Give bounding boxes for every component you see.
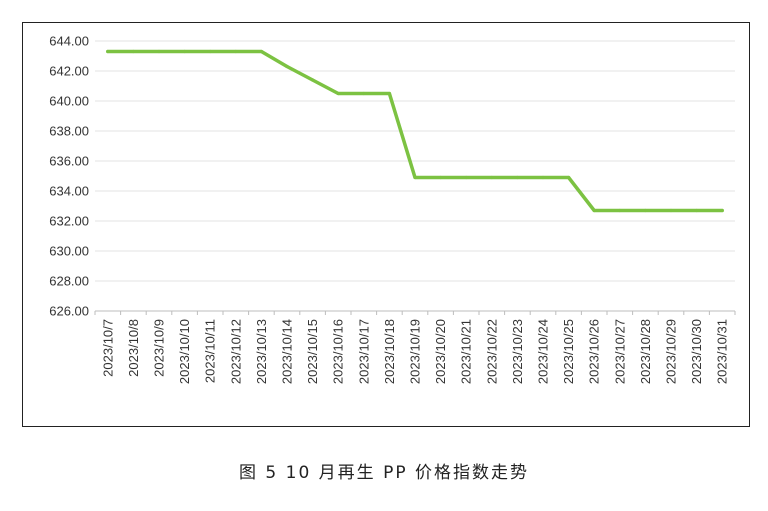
data-point bbox=[131, 49, 135, 54]
data-point bbox=[464, 175, 468, 180]
x-tick-label: 2023/10/15 bbox=[305, 319, 320, 384]
x-tick-label: 2023/10/11 bbox=[203, 319, 218, 383]
data-point bbox=[106, 49, 110, 54]
x-tick-label: 2023/10/22 bbox=[484, 319, 499, 384]
x-tick-label: 2023/10/12 bbox=[228, 319, 243, 384]
x-tick-label: 2023/10/24 bbox=[536, 319, 551, 384]
data-point bbox=[157, 49, 161, 54]
x-tick-label: 2023/10/10 bbox=[177, 319, 192, 384]
x-tick-label: 2023/10/26 bbox=[587, 319, 602, 384]
data-point bbox=[669, 208, 673, 213]
data-point bbox=[695, 208, 699, 213]
y-tick-label: 634.00 bbox=[49, 184, 89, 199]
x-tick-label: 2023/10/16 bbox=[331, 319, 346, 384]
data-point bbox=[413, 175, 417, 180]
y-tick-label: 642.00 bbox=[49, 64, 89, 79]
y-tick-label: 644.00 bbox=[49, 34, 89, 49]
data-point bbox=[490, 175, 494, 180]
data-point bbox=[720, 208, 724, 213]
x-tick-label: 2023/10/9 bbox=[152, 319, 167, 377]
x-tick-label: 2023/10/20 bbox=[433, 319, 448, 384]
data-point bbox=[311, 78, 315, 82]
x-tick-label: 2023/10/29 bbox=[664, 319, 679, 384]
x-tick-label: 2023/10/8 bbox=[126, 319, 141, 377]
y-tick-label: 630.00 bbox=[49, 244, 89, 259]
y-tick-label: 640.00 bbox=[49, 94, 89, 109]
data-point bbox=[183, 49, 187, 54]
x-tick-label: 2023/10/14 bbox=[280, 319, 295, 384]
x-tick-label: 2023/10/21 bbox=[459, 319, 474, 384]
data-point bbox=[643, 208, 648, 213]
data-point bbox=[618, 208, 622, 213]
x-tick-label: 2023/10/18 bbox=[382, 319, 397, 384]
x-tick-label: 2023/10/28 bbox=[638, 319, 653, 384]
x-tick-label: 2023/10/13 bbox=[254, 319, 269, 384]
y-tick-label: 628.00 bbox=[49, 274, 89, 289]
data-point bbox=[567, 175, 571, 180]
data-point bbox=[541, 175, 545, 180]
data-point bbox=[592, 208, 596, 213]
y-tick-label: 638.00 bbox=[49, 124, 89, 139]
data-point bbox=[387, 91, 391, 96]
x-tick-label: 2023/10/31 bbox=[715, 319, 730, 384]
data-point bbox=[362, 91, 366, 96]
y-tick-label: 626.00 bbox=[49, 304, 89, 319]
data-point bbox=[285, 64, 289, 69]
chart-frame: 626.00 628.00 630.00 632.00 634.00 636.00 638.… bbox=[22, 22, 750, 427]
data-point bbox=[439, 175, 443, 180]
x-tick-label: 2023/10/19 bbox=[408, 319, 423, 384]
y-tick-label: 636.00 bbox=[49, 154, 89, 169]
x-tick-label: 2023/10/17 bbox=[356, 319, 371, 384]
x-tick-label: 2023/10/25 bbox=[561, 319, 576, 384]
x-tick-label: 2023/10/23 bbox=[510, 319, 525, 384]
data-point bbox=[515, 175, 519, 180]
data-point bbox=[259, 49, 263, 54]
x-tick-label: 2023/10/27 bbox=[612, 319, 627, 384]
x-tick-label: 2023/10/30 bbox=[689, 319, 704, 384]
line-chart: 626.00 628.00 630.00 632.00 634.00 636.00 638.… bbox=[49, 34, 736, 384]
figure-caption: 图 5 10 月再生 PP 价格指数走势 bbox=[239, 463, 529, 483]
data-point bbox=[234, 49, 238, 54]
data-point bbox=[336, 91, 340, 96]
data-point bbox=[208, 49, 212, 54]
y-tick-label: 632.00 bbox=[49, 214, 89, 229]
x-tick-label: 2023/10/7 bbox=[100, 319, 115, 377]
